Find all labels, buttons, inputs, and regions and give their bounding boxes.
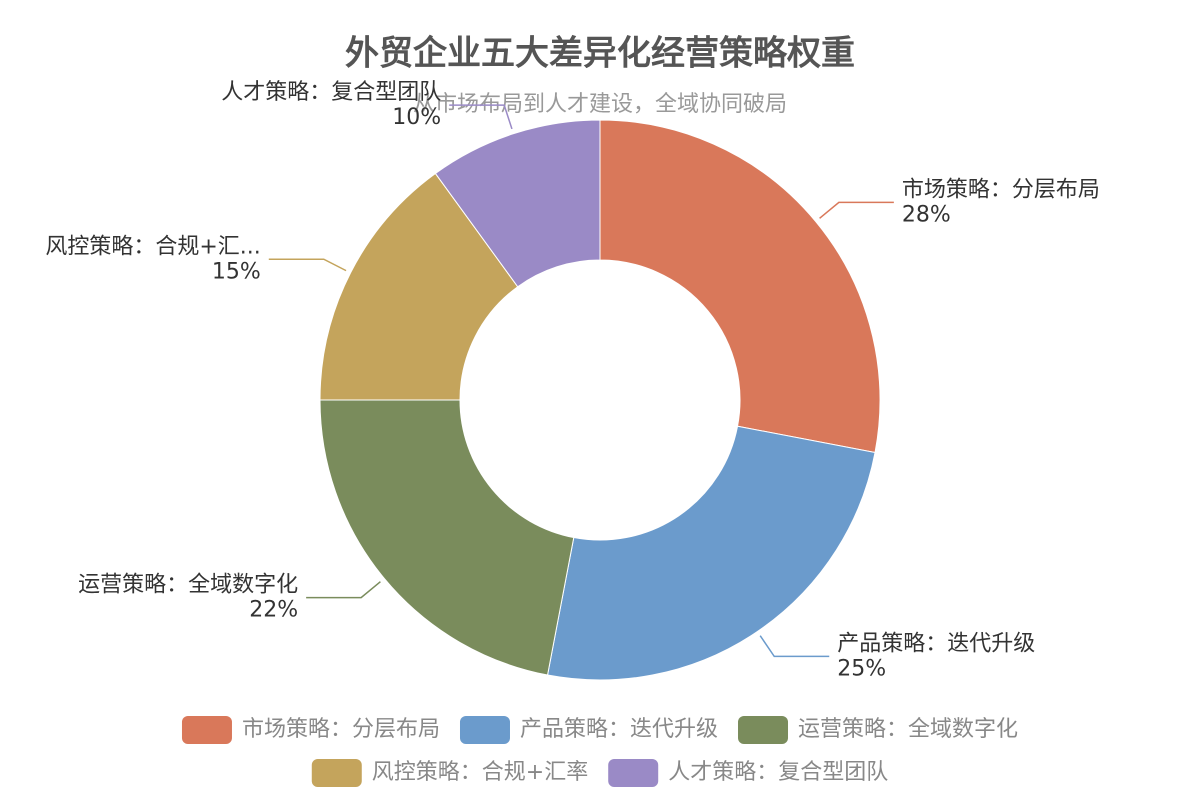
slice-label: 产品策略：迭代升级 bbox=[837, 631, 1035, 656]
leader-line bbox=[449, 104, 513, 130]
slice bbox=[599, 119, 881, 454]
value-label: 22% bbox=[249, 598, 298, 623]
legend-label: 人才策略：复合型团队 bbox=[668, 760, 888, 785]
legend-label: 市场策略：分层布局 bbox=[242, 717, 440, 742]
legend-swatch bbox=[608, 759, 659, 787]
slice bbox=[546, 425, 876, 681]
value-label: 28% bbox=[902, 202, 951, 227]
legend-label: 产品策略：迭代升级 bbox=[520, 717, 718, 742]
leader-line bbox=[268, 258, 347, 272]
slice bbox=[434, 119, 601, 288]
slice-label: 人才策略：复合型团队 bbox=[221, 80, 441, 105]
legend-label: 风控策略：合规+汇率 bbox=[372, 760, 588, 785]
slice-label: 运营策略：全域数字化 bbox=[78, 573, 298, 598]
legend-swatch bbox=[459, 716, 510, 744]
legend-swatch bbox=[311, 759, 362, 787]
legend-swatch bbox=[738, 716, 789, 744]
value-label: 15% bbox=[212, 259, 261, 284]
slice bbox=[319, 172, 519, 401]
leader-line bbox=[759, 635, 830, 658]
slice-label: 市场策略：分层布局 bbox=[902, 177, 1100, 202]
legend-label: 运营策略：全域数字化 bbox=[798, 717, 1018, 742]
slice bbox=[319, 399, 575, 676]
value-label: 25% bbox=[837, 656, 886, 681]
legend-swatch bbox=[181, 716, 232, 744]
chart-title: 外贸企业五大差异化经营策略权重 bbox=[345, 34, 855, 74]
leader-line bbox=[819, 201, 894, 219]
value-label: 10% bbox=[392, 105, 441, 130]
leader-line bbox=[306, 581, 381, 599]
slice-label: 风控策略：合规+汇... bbox=[45, 234, 260, 259]
